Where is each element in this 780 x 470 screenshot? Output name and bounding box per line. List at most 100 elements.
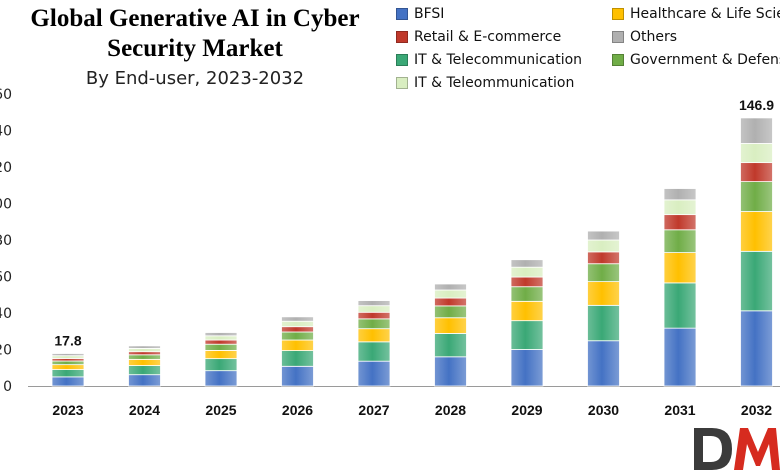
bar-segment-2024-6 bbox=[128, 345, 161, 349]
bar-segment-2032-3 bbox=[740, 181, 773, 212]
bar-segment-2032-6 bbox=[740, 117, 773, 144]
legend-swatch-1 bbox=[396, 54, 408, 66]
x-tick-label-7: 2030 bbox=[588, 402, 619, 418]
legend-label-3: Government & Defense bbox=[630, 52, 780, 68]
bar-segment-2025-3 bbox=[204, 343, 238, 351]
y-tick-label-3: 60 bbox=[0, 270, 12, 286]
x-tick-label-9: 2032 bbox=[741, 402, 772, 418]
bar-segment-2027-3 bbox=[357, 318, 391, 330]
bar-segment-2032-1 bbox=[740, 250, 773, 312]
bar-segment-2030-5 bbox=[587, 239, 620, 253]
bar-segment-2026-5 bbox=[281, 320, 314, 328]
bar-segment-2023-1 bbox=[51, 369, 85, 378]
chart-legend: BFSI IT & Telecommunication Healthcare & L… bbox=[396, 3, 780, 93]
bar-segment-2030-0 bbox=[587, 340, 620, 387]
legend-item-2: Healthcare & Life Science bbox=[612, 3, 780, 25]
bar-segment-2029-0 bbox=[510, 349, 544, 387]
chart-title: Global Generative AI in Cyber Security M… bbox=[0, 4, 390, 64]
bar-segment-2027-0 bbox=[357, 360, 391, 387]
y-tick-label-0: 0 bbox=[3, 379, 12, 395]
logo-letter-m bbox=[734, 428, 780, 470]
y-tick-label-1: 20 bbox=[0, 343, 12, 359]
bar-segment-2031-5 bbox=[663, 199, 697, 216]
bar-segment-2026-3 bbox=[281, 331, 314, 341]
legend-label-4: Retail & E-commerce bbox=[414, 29, 562, 45]
bar-segment-2031-0 bbox=[663, 327, 697, 387]
bar-segment-2031-4 bbox=[663, 214, 697, 231]
legend-swatch-0 bbox=[396, 8, 408, 20]
bar-segment-2031-1 bbox=[663, 282, 697, 329]
bar-segment-2028-4 bbox=[434, 297, 467, 307]
x-tick-label-5: 2028 bbox=[435, 402, 466, 418]
chart-title-line1: Global Generative AI in Cyber bbox=[30, 5, 360, 32]
bar-segment-2029-4 bbox=[510, 276, 544, 288]
bar-segment-2030-2 bbox=[587, 281, 620, 306]
bar-segment-2032-2 bbox=[740, 211, 773, 252]
legend-swatch-6 bbox=[612, 31, 624, 43]
legend-label-0: BFSI bbox=[414, 6, 445, 22]
bar-segment-2026-1 bbox=[281, 350, 314, 367]
legend-label-1: IT & Telecommunication bbox=[414, 52, 583, 68]
bar-segment-2031-3 bbox=[663, 229, 697, 253]
bar-segment-2023-6 bbox=[51, 353, 85, 357]
bar-segment-2025-4 bbox=[204, 339, 238, 345]
bar-segment-2031-2 bbox=[663, 252, 697, 284]
bar-segment-2026-0 bbox=[281, 365, 314, 387]
bar-segment-2030-6 bbox=[587, 230, 620, 241]
bar-segment-2023-0 bbox=[51, 376, 85, 387]
chart-title-line2: Security Market bbox=[107, 35, 283, 62]
bar-segment-2024-0 bbox=[128, 374, 161, 387]
bar-segment-2028-0 bbox=[434, 356, 467, 387]
bar-segment-2025-6 bbox=[204, 332, 238, 337]
bar-segment-2027-4 bbox=[357, 311, 391, 320]
bar-segment-2032-4 bbox=[740, 162, 773, 182]
bar-segment-2029-6 bbox=[510, 259, 544, 268]
bar-segment-2023-5 bbox=[51, 355, 85, 359]
legend-swatch-2 bbox=[612, 8, 624, 20]
legend-label-5: IT & Teleommunication bbox=[414, 75, 575, 91]
legend-item-0: BFSI bbox=[396, 3, 444, 25]
y-tick-label-5: 100 bbox=[0, 197, 12, 213]
bar-segment-2030-4 bbox=[587, 251, 620, 265]
legend-item-1: IT & Telecommunication bbox=[396, 49, 582, 71]
bar-segment-2027-6 bbox=[357, 300, 391, 307]
bar-segment-2023-2 bbox=[51, 364, 85, 370]
legend-swatch-4 bbox=[396, 31, 408, 43]
bar-segment-2029-3 bbox=[510, 286, 544, 302]
legend-item-5: IT & Teleommunication bbox=[396, 72, 574, 93]
dm-logo-icon bbox=[694, 428, 780, 470]
bar-segment-2025-1 bbox=[204, 358, 238, 372]
bar-segment-2029-2 bbox=[510, 300, 544, 322]
bar-segment-2026-2 bbox=[281, 339, 314, 351]
legend-item-4: Retail & E-commerce bbox=[396, 26, 561, 48]
data-label-2032: 146.9 bbox=[739, 97, 774, 113]
bar-segment-2025-0 bbox=[204, 370, 238, 387]
y-tick-label-4: 80 bbox=[0, 233, 12, 249]
bar-segment-2024-3 bbox=[128, 354, 161, 360]
x-tick-label-4: 2027 bbox=[358, 402, 389, 418]
bar-segment-2027-5 bbox=[357, 305, 391, 313]
bar-segment-2028-1 bbox=[434, 333, 467, 358]
bar-segment-2027-2 bbox=[357, 328, 391, 343]
chart-subtitle: By End-user, 2023-2032 bbox=[85, 68, 305, 89]
bar-segment-2024-2 bbox=[128, 358, 161, 366]
bar-segment-2030-1 bbox=[587, 304, 620, 342]
x-tick-label-8: 2031 bbox=[664, 402, 695, 418]
y-tick-label-7: 140 bbox=[0, 124, 12, 140]
bar-segment-2025-5 bbox=[204, 335, 238, 341]
bar-segment-2025-2 bbox=[204, 350, 238, 360]
y-tick-label-8: 160 bbox=[0, 87, 12, 103]
x-tick-label-0: 2023 bbox=[52, 402, 83, 418]
legend-swatch-3 bbox=[612, 54, 624, 66]
legend-item-3: Government & Defense bbox=[612, 49, 780, 71]
legend-label-2: Healthcare & Life Science bbox=[630, 6, 780, 22]
logo-letter-d bbox=[694, 428, 732, 470]
bar-segment-2024-1 bbox=[128, 365, 161, 376]
bar-segment-2029-1 bbox=[510, 320, 544, 350]
bar-segment-2032-0 bbox=[740, 310, 773, 387]
bar-segment-2028-3 bbox=[434, 305, 467, 319]
x-tick-label-1: 2024 bbox=[129, 402, 160, 418]
bar-segment-2026-4 bbox=[281, 326, 314, 333]
bar-segment-2027-1 bbox=[357, 341, 391, 362]
